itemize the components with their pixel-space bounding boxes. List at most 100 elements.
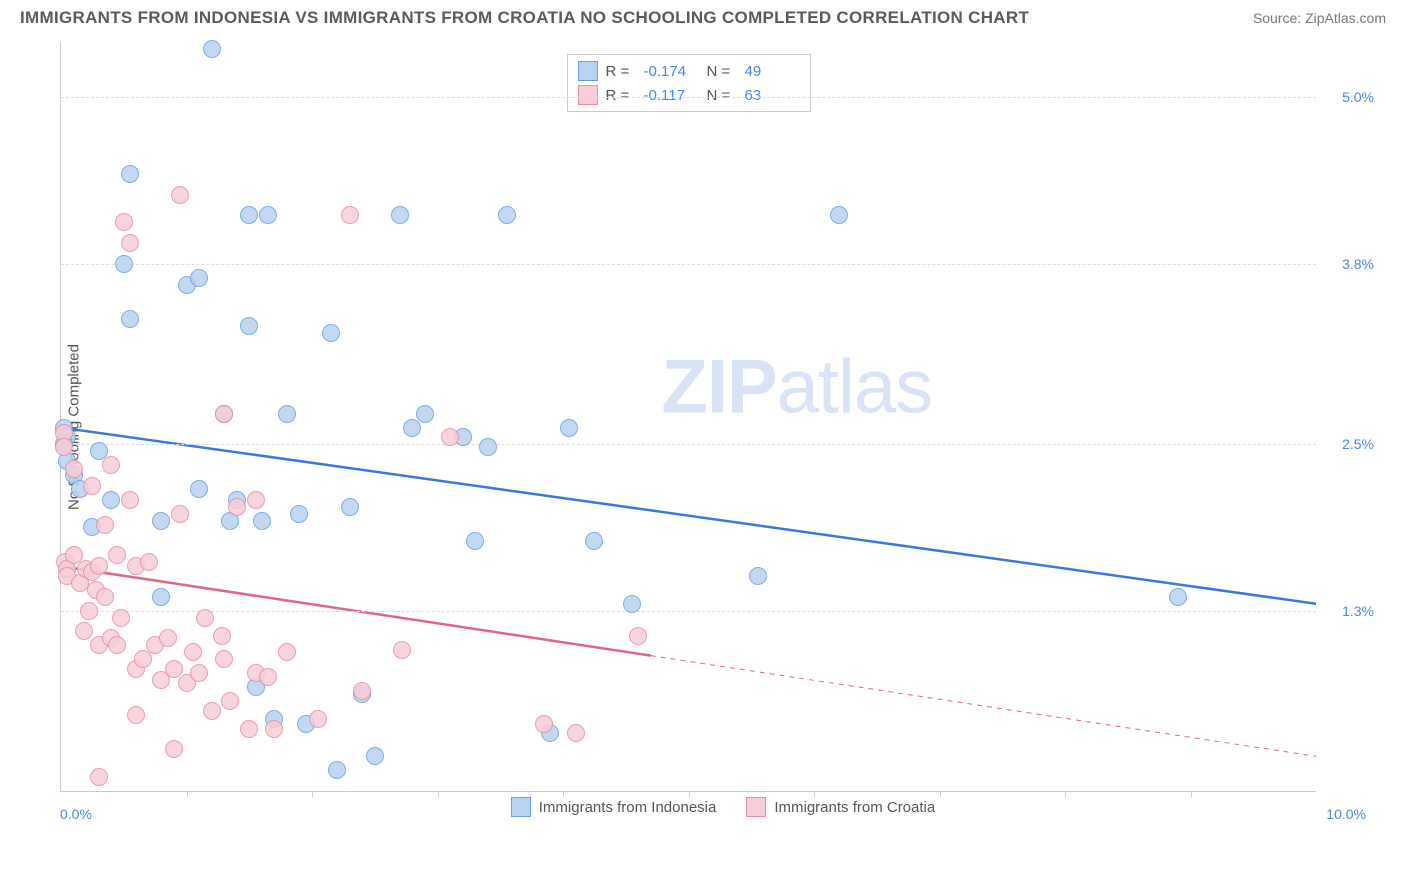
data-point-croatia — [159, 629, 177, 647]
legend-r-value: -0.117 — [644, 87, 699, 104]
correlation-legend: R = -0.174 N = 49 R = -0.117 N = 63 — [567, 54, 811, 112]
data-point-indonesia — [121, 165, 139, 183]
legend-swatch — [578, 61, 598, 81]
y-tick-label: 2.5% — [1324, 436, 1374, 452]
data-point-indonesia — [190, 480, 208, 498]
data-point-croatia — [203, 702, 221, 720]
data-point-croatia — [184, 643, 202, 661]
data-point-croatia — [115, 213, 133, 231]
data-point-croatia — [171, 186, 189, 204]
legend-series-label: Immigrants from Indonesia — [539, 799, 717, 816]
data-point-indonesia — [121, 310, 139, 328]
data-point-croatia — [121, 491, 139, 509]
data-point-croatia — [121, 234, 139, 252]
legend-swatch — [511, 797, 531, 817]
data-point-croatia — [215, 650, 233, 668]
data-point-croatia — [75, 622, 93, 640]
data-point-croatia — [309, 710, 327, 728]
data-point-indonesia — [152, 512, 170, 530]
data-point-indonesia — [391, 206, 409, 224]
data-point-indonesia — [290, 505, 308, 523]
y-tick-label: 1.3% — [1324, 603, 1374, 619]
legend-n-value: 49 — [745, 63, 800, 80]
legend-row-indonesia: R = -0.174 N = 49 — [578, 59, 800, 83]
gridline — [61, 611, 1316, 612]
data-point-indonesia — [1169, 588, 1187, 606]
data-point-croatia — [393, 641, 411, 659]
data-point-indonesia — [278, 405, 296, 423]
data-point-indonesia — [259, 206, 277, 224]
data-point-croatia — [108, 546, 126, 564]
legend-n-label: N = — [707, 63, 737, 80]
data-point-croatia — [90, 768, 108, 786]
legend-swatch — [578, 85, 598, 105]
legend-series-label: Immigrants from Croatia — [774, 799, 935, 816]
data-point-croatia — [629, 627, 647, 645]
data-point-indonesia — [190, 269, 208, 287]
gridline — [61, 97, 1316, 98]
data-point-croatia — [90, 557, 108, 575]
data-point-croatia — [102, 456, 120, 474]
data-point-indonesia — [152, 588, 170, 606]
data-point-indonesia — [341, 498, 359, 516]
data-point-croatia — [96, 588, 114, 606]
data-point-croatia — [215, 405, 233, 423]
legend-r-label: R = — [606, 63, 636, 80]
data-point-croatia — [96, 516, 114, 534]
data-point-croatia — [341, 206, 359, 224]
data-point-croatia — [567, 724, 585, 742]
data-point-croatia — [213, 627, 231, 645]
data-point-indonesia — [585, 532, 603, 550]
legend-r-value: -0.174 — [644, 63, 699, 80]
bottom-legend-croatia: Immigrants from Croatia — [746, 797, 935, 817]
data-point-indonesia — [240, 317, 258, 335]
data-point-croatia — [228, 498, 246, 516]
chart-container: No Schooling Completed ZIPatlas R =-0.17… — [60, 32, 1386, 822]
data-point-indonesia — [403, 419, 421, 437]
data-point-indonesia — [203, 40, 221, 58]
data-point-croatia — [108, 636, 126, 654]
data-point-croatia — [240, 720, 258, 738]
data-point-indonesia — [240, 206, 258, 224]
data-point-croatia — [140, 553, 158, 571]
data-point-croatia — [112, 609, 130, 627]
data-point-croatia — [353, 682, 371, 700]
series-legend: Immigrants from Indonesia Immigrants from… — [60, 792, 1386, 822]
data-point-croatia — [190, 664, 208, 682]
data-point-indonesia — [560, 419, 578, 437]
data-point-croatia — [259, 668, 277, 686]
data-point-croatia — [80, 602, 98, 620]
watermark: ZIPatlas — [661, 343, 932, 430]
data-point-croatia — [221, 692, 239, 710]
data-point-indonesia — [253, 512, 271, 530]
data-point-croatia — [441, 428, 459, 446]
source-label: Source: ZipAtlas.com — [1253, 10, 1386, 26]
data-point-indonesia — [102, 491, 120, 509]
data-point-croatia — [247, 491, 265, 509]
data-point-croatia — [55, 438, 73, 456]
bottom-legend-indonesia: Immigrants from Indonesia — [511, 797, 717, 817]
chart-title: IMMIGRANTS FROM INDONESIA VS IMMIGRANTS … — [20, 8, 1029, 28]
data-point-indonesia — [416, 405, 434, 423]
data-point-croatia — [265, 720, 283, 738]
y-tick-label: 5.0% — [1324, 89, 1374, 105]
data-point-indonesia — [366, 747, 384, 765]
data-point-indonesia — [830, 206, 848, 224]
data-point-croatia — [65, 460, 83, 478]
gridline — [61, 264, 1316, 265]
legend-r-label: R = — [606, 87, 636, 104]
data-point-indonesia — [328, 761, 346, 779]
data-point-indonesia — [498, 206, 516, 224]
legend-swatch — [746, 797, 766, 817]
data-point-indonesia — [479, 438, 497, 456]
data-point-indonesia — [115, 255, 133, 273]
data-point-croatia — [83, 477, 101, 495]
legend-n-label: N = — [707, 87, 737, 104]
data-point-croatia — [134, 650, 152, 668]
data-point-indonesia — [749, 567, 767, 585]
legend-n-value: 63 — [745, 87, 800, 104]
data-point-croatia — [535, 715, 553, 733]
data-point-indonesia — [623, 595, 641, 613]
legend-row-croatia: R = -0.117 N = 63 — [578, 83, 800, 107]
data-point-indonesia — [322, 324, 340, 342]
